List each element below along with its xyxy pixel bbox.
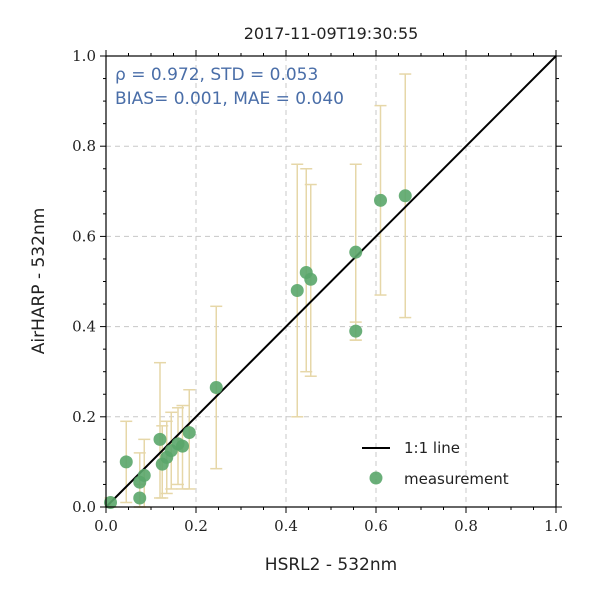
y-tick-label: 0.8: [72, 137, 96, 155]
x-tick-label: 1.0: [544, 517, 568, 535]
data-point: [176, 439, 189, 453]
y-tick-labels: 0.0 0.2 0.4 0.6 0.8 1.0: [72, 47, 96, 516]
grid-lines: [106, 56, 556, 507]
y-axis-label: AirHARP - 532nm: [29, 208, 49, 355]
one-to-one-line: [105, 55, 557, 508]
data-point: [119, 455, 133, 469]
stats-line-2: BIAS= 0.001, MAE = 0.040: [115, 89, 344, 109]
x-tick-label: 0.2: [184, 517, 208, 535]
legend-label-measurement: measurement: [404, 470, 509, 488]
y-tick-label: 0.2: [72, 408, 96, 426]
data-points: [104, 189, 412, 509]
axis-ticks: [100, 50, 562, 513]
data-point: [153, 432, 167, 446]
x-tick-labels: 0.0 0.2 0.4 0.6 0.8 1.0: [94, 517, 568, 535]
data-point: [304, 272, 318, 286]
x-tick-label: 0.8: [454, 517, 478, 535]
data-point: [374, 193, 387, 207]
legend: 1:1 line measurement: [362, 439, 509, 488]
data-point: [398, 189, 412, 203]
data-point: [209, 380, 223, 394]
error-bars: [104, 73, 412, 508]
stats-line-1: ρ = 0.972, STD = 0.053: [115, 65, 318, 85]
chart-title: 2017-11-09T19:30:55: [244, 24, 419, 43]
x-axis-label: HSRL2 - 532nm: [265, 555, 397, 575]
legend-label-reference-line: 1:1 line: [404, 439, 460, 457]
x-tick-label: 0.6: [364, 517, 388, 535]
data-point: [104, 495, 117, 509]
y-tick-label: 0.4: [72, 318, 96, 336]
x-tick-label: 0.4: [274, 517, 298, 535]
reference-line-group: [105, 55, 557, 508]
y-tick-label: 1.0: [72, 47, 96, 65]
y-tick-label: 0.0: [72, 498, 96, 516]
data-point: [349, 245, 363, 259]
y-tick-label: 0.6: [72, 227, 96, 245]
data-point: [133, 491, 147, 505]
data-point: [182, 426, 196, 440]
legend-marker-swatch: [369, 471, 383, 485]
x-tick-label: 0.0: [94, 517, 118, 535]
data-point: [349, 324, 363, 338]
data-point: [137, 468, 151, 482]
data-point: [290, 284, 304, 298]
